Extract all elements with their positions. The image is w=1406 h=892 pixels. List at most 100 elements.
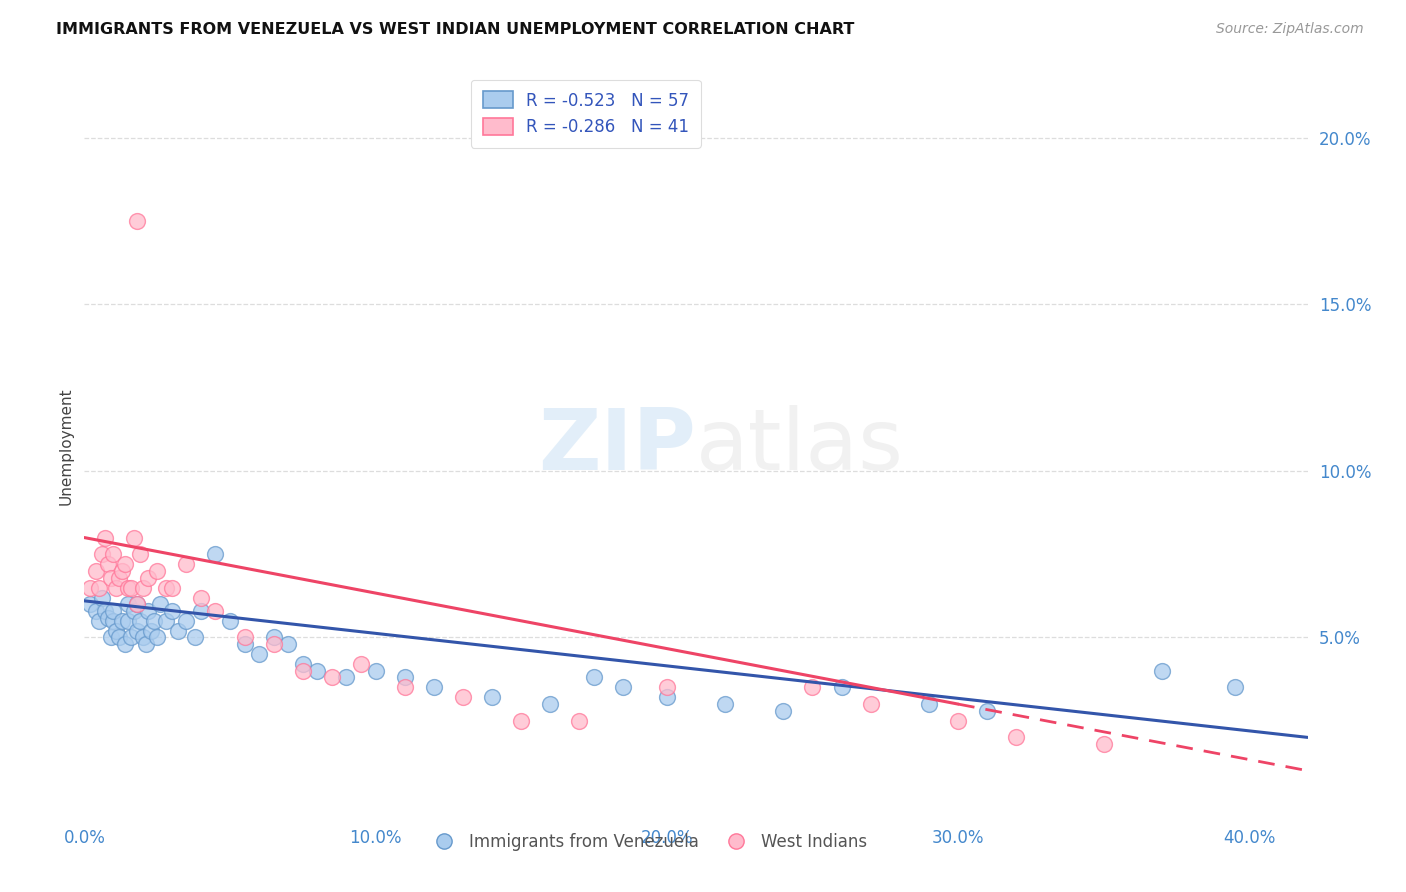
Point	[125, 214, 148, 228]
Point	[135, 637, 157, 651]
Point	[131, 581, 153, 595]
Point	[111, 564, 134, 578]
Point	[568, 714, 591, 728]
Point	[538, 697, 561, 711]
Point	[714, 697, 737, 711]
Text: Source: ZipAtlas.com: Source: ZipAtlas.com	[1216, 22, 1364, 37]
Point	[125, 597, 148, 611]
Point	[219, 614, 242, 628]
Point	[90, 547, 112, 561]
Point	[143, 614, 166, 628]
Point	[291, 657, 314, 672]
Point	[233, 637, 256, 651]
Point	[105, 581, 128, 595]
Point	[120, 581, 142, 595]
Point	[612, 681, 634, 695]
Point	[321, 670, 343, 684]
Point	[166, 624, 188, 638]
Point	[117, 614, 139, 628]
Point	[350, 657, 373, 672]
Point	[103, 547, 125, 561]
Point	[583, 670, 606, 684]
Point	[138, 570, 160, 584]
Point	[87, 614, 110, 628]
Point	[84, 564, 107, 578]
Point	[146, 631, 169, 645]
Point	[831, 681, 853, 695]
Point	[233, 631, 256, 645]
Point	[655, 690, 678, 705]
Point	[204, 547, 226, 561]
Point	[307, 664, 329, 678]
Point	[93, 604, 115, 618]
Point	[335, 670, 357, 684]
Legend: Immigrants from Venezuela, West Indians: Immigrants from Venezuela, West Indians	[420, 826, 873, 857]
Point	[105, 624, 128, 638]
Point	[97, 558, 120, 572]
Point	[117, 581, 139, 595]
Point	[131, 631, 153, 645]
Point	[174, 614, 197, 628]
Point	[122, 531, 145, 545]
Point	[423, 681, 446, 695]
Text: IMMIGRANTS FROM VENEZUELA VS WEST INDIAN UNEMPLOYMENT CORRELATION CHART: IMMIGRANTS FROM VENEZUELA VS WEST INDIAN…	[56, 22, 855, 37]
Point	[122, 604, 145, 618]
Text: atlas: atlas	[696, 404, 904, 488]
Point	[141, 624, 163, 638]
Point	[149, 597, 172, 611]
Point	[481, 690, 503, 705]
Point	[451, 690, 474, 705]
Point	[125, 624, 148, 638]
Point	[114, 637, 136, 651]
Point	[190, 591, 212, 605]
Point	[155, 614, 177, 628]
Point	[976, 704, 998, 718]
Point	[174, 558, 197, 572]
Point	[138, 604, 160, 618]
Point	[655, 681, 678, 695]
Point	[87, 581, 110, 595]
Point	[1223, 681, 1246, 695]
Point	[90, 591, 112, 605]
Point	[108, 631, 131, 645]
Point	[79, 581, 101, 595]
Point	[111, 614, 134, 628]
Point	[190, 604, 212, 618]
Point	[204, 604, 226, 618]
Point	[263, 637, 285, 651]
Point	[160, 604, 183, 618]
Y-axis label: Unemployment: Unemployment	[58, 387, 73, 505]
Point	[117, 597, 139, 611]
Point	[146, 564, 169, 578]
Point	[918, 697, 941, 711]
Point	[103, 614, 125, 628]
Point	[160, 581, 183, 595]
Point	[184, 631, 207, 645]
Point	[1005, 731, 1028, 745]
Point	[97, 610, 120, 624]
Point	[100, 631, 122, 645]
Point	[277, 637, 299, 651]
Point	[364, 664, 387, 678]
Point	[103, 604, 125, 618]
Text: ZIP: ZIP	[538, 404, 696, 488]
Point	[291, 664, 314, 678]
Point	[946, 714, 969, 728]
Point	[84, 604, 107, 618]
Point	[1092, 737, 1115, 751]
Point	[394, 681, 416, 695]
Point	[120, 631, 142, 645]
Point	[128, 614, 150, 628]
Point	[114, 558, 136, 572]
Point	[108, 570, 131, 584]
Point	[263, 631, 285, 645]
Point	[93, 531, 115, 545]
Point	[247, 647, 270, 661]
Point	[100, 570, 122, 584]
Point	[801, 681, 824, 695]
Point	[1150, 664, 1173, 678]
Point	[510, 714, 533, 728]
Point	[125, 597, 148, 611]
Point	[128, 547, 150, 561]
Point	[155, 581, 177, 595]
